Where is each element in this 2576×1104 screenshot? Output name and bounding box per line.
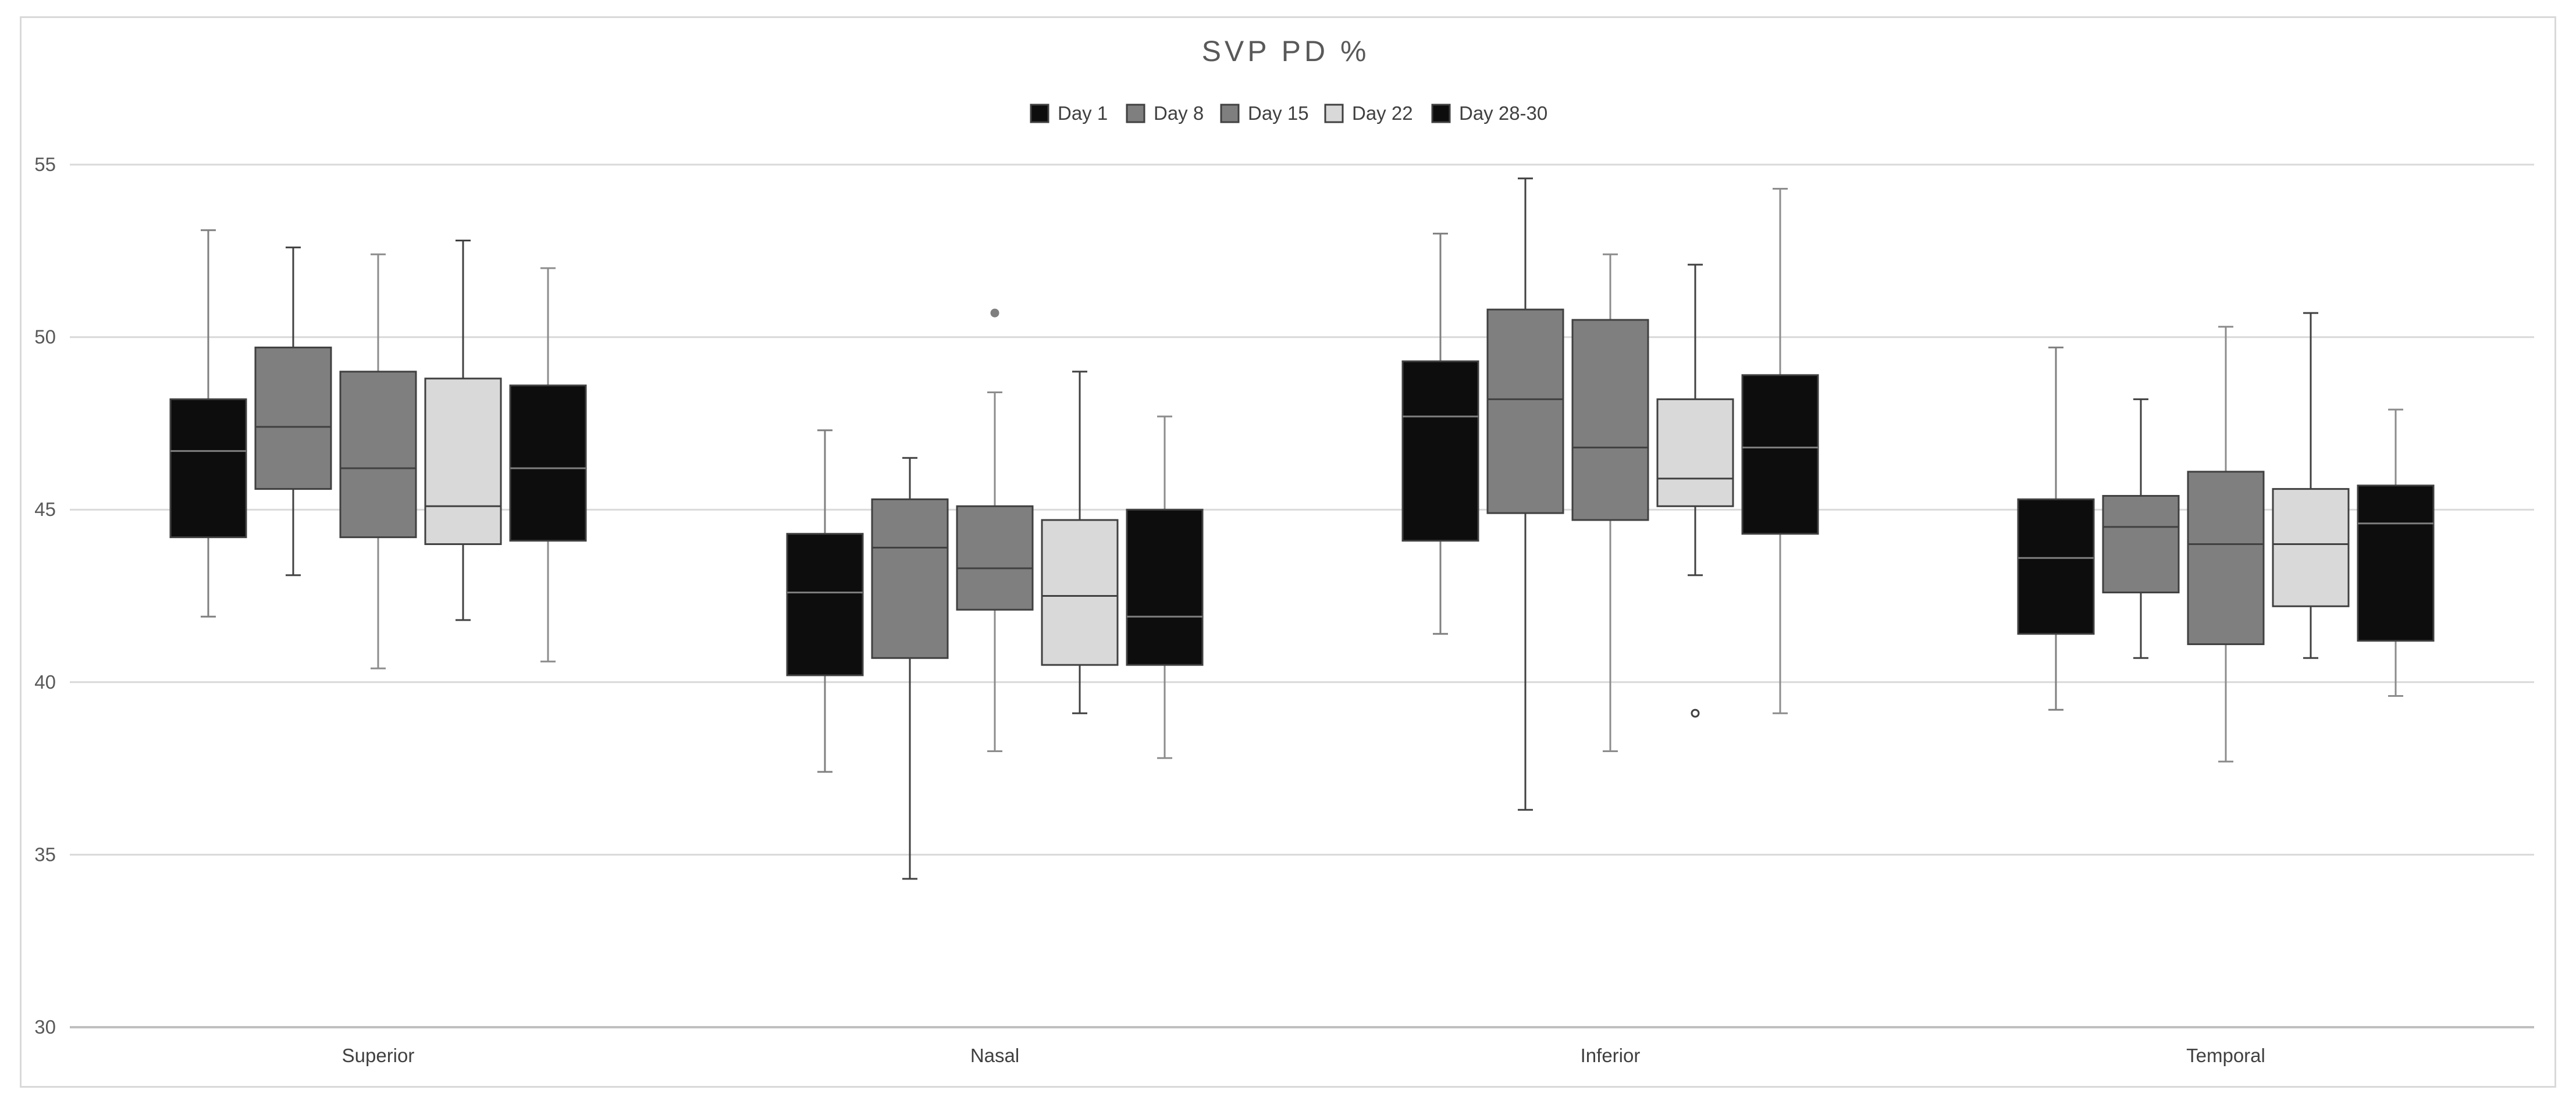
box-body: [509, 384, 587, 542]
box-body: [871, 498, 949, 659]
y-tick-label: 45: [34, 498, 56, 520]
box-body: [2272, 488, 2350, 607]
box-body: [2102, 494, 2180, 594]
box[interactable]: [786, 429, 864, 773]
box-body: [254, 346, 332, 490]
outlier-point: [1691, 708, 1700, 718]
series-day-28-30: [509, 188, 2435, 759]
box-body: [1486, 308, 1564, 514]
y-tick-label: 50: [34, 326, 56, 348]
legend-item[interactable]: Day 1: [1030, 102, 1108, 124]
box[interactable]: [2272, 312, 2350, 659]
chart-title: SVP PD %: [1202, 35, 1370, 67]
series-day-15: [339, 253, 2265, 763]
box-body: [339, 371, 417, 539]
category-label: Nasal: [970, 1045, 1019, 1066]
box[interactable]: [956, 308, 1034, 752]
box-body: [1401, 360, 1479, 542]
category-label: Temporal: [2186, 1045, 2265, 1066]
x-axis: Superior Nasal Inferior Temporal: [342, 1045, 2265, 1066]
box[interactable]: [254, 246, 332, 576]
legend-swatch: [1220, 104, 1240, 123]
box-body: [424, 378, 502, 546]
legend-swatch: [1324, 104, 1344, 123]
box-body: [1571, 319, 1649, 521]
y-tick-label: 30: [34, 1016, 56, 1038]
legend-label: Day 8: [1154, 102, 1204, 124]
legend-label: Day 22: [1352, 102, 1413, 124]
box-body: [169, 398, 247, 539]
box[interactable]: [2187, 326, 2265, 763]
legend-item[interactable]: Day 15: [1220, 102, 1309, 124]
box-series: [169, 177, 2435, 880]
legend-swatch: [1030, 104, 1049, 123]
box[interactable]: [1041, 371, 1119, 714]
box-body: [2357, 485, 2435, 642]
category-label: Inferior: [1581, 1045, 1641, 1066]
box[interactable]: [169, 229, 247, 618]
legend-swatch: [1126, 104, 1145, 123]
legend-item[interactable]: Day 8: [1126, 102, 1204, 124]
legend-label: Day 28-30: [1459, 102, 1547, 124]
box[interactable]: [1126, 415, 1204, 759]
box[interactable]: [1486, 177, 1564, 811]
box[interactable]: [424, 240, 502, 621]
box[interactable]: [1401, 233, 1479, 635]
category-label: Superior: [342, 1045, 415, 1066]
legend-label: Day 15: [1248, 102, 1309, 124]
box-body: [2017, 498, 2095, 635]
outlier-point: [990, 308, 999, 318]
box-body: [1126, 508, 1204, 666]
box-body: [1656, 398, 1734, 507]
y-tick-label: 35: [34, 843, 56, 865]
series-day-8: [254, 177, 2180, 880]
box[interactable]: [2102, 398, 2180, 659]
box[interactable]: [1571, 253, 1649, 752]
legend-item[interactable]: Day 28-30: [1431, 102, 1547, 124]
box[interactable]: [509, 267, 587, 663]
legend-label: Day 1: [1058, 102, 1108, 124]
series-day-22: [424, 240, 2350, 718]
box-body: [1041, 519, 1119, 666]
box-body: [956, 505, 1034, 611]
box[interactable]: [871, 457, 949, 880]
legend: Day 1 Day 8 Day 15 Day 22 Day 28-30: [1030, 102, 1547, 124]
series-day-1: [169, 229, 2095, 773]
gridlines: [70, 163, 2534, 1028]
y-axis: 30 35 40 45 50 55: [34, 154, 56, 1038]
box[interactable]: [339, 253, 417, 669]
box-body: [1741, 374, 1819, 535]
box[interactable]: [2357, 408, 2435, 697]
box[interactable]: [2017, 346, 2095, 711]
box-body: [786, 533, 864, 676]
box[interactable]: [1656, 263, 1734, 718]
legend-swatch: [1431, 104, 1451, 123]
y-tick-label: 55: [34, 154, 56, 175]
box[interactable]: [1741, 188, 1819, 714]
box-body: [2187, 471, 2265, 646]
y-tick-label: 40: [34, 671, 56, 693]
legend-item[interactable]: Day 22: [1324, 102, 1413, 124]
